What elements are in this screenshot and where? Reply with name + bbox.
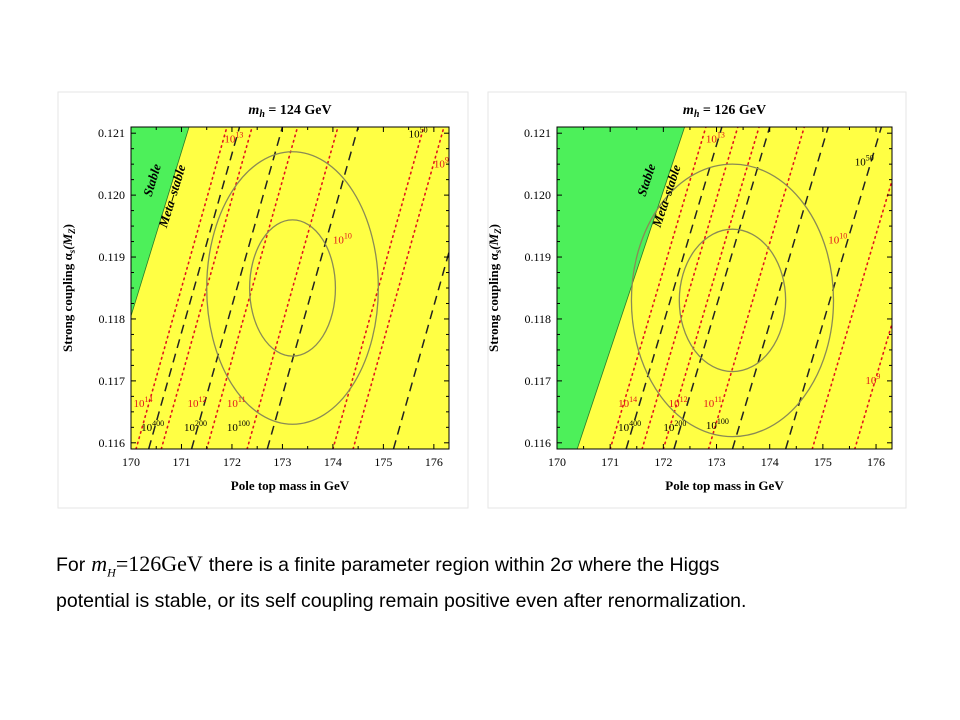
stable-region <box>557 127 686 449</box>
x-tick-label-173: 173 <box>708 455 726 469</box>
contour-black-10200 <box>673 127 771 449</box>
y-tick-label-0.118: 0.118 <box>98 312 125 326</box>
curve-label-10-13: 1013 <box>224 130 243 145</box>
curve-label-10-10: 1010 <box>333 231 352 246</box>
curve-label-10-12: 1012 <box>669 395 688 410</box>
contour-black-10200 <box>190 127 284 449</box>
y-tick-label-0.119: 0.119 <box>524 250 551 264</box>
contour-black-10400 <box>625 127 723 449</box>
plot-area <box>557 127 892 449</box>
x-tick-label-170: 170 <box>548 455 566 469</box>
x-tick-label-174: 174 <box>761 455 779 469</box>
curve-label-10-11: 1011 <box>227 395 246 410</box>
curve-label-10-200: 10200 <box>663 419 686 434</box>
y-tick-label-0.116: 0.116 <box>524 436 551 450</box>
x-tick-label-171: 171 <box>601 455 619 469</box>
contour-black-10400 <box>147 127 241 449</box>
contour-red-1010 <box>811 177 892 449</box>
curve-label-10-9: 109 <box>434 155 449 170</box>
y-tick-label-0.119: 0.119 <box>98 250 125 264</box>
stable-region <box>131 127 190 317</box>
caption-line-1-rest: there is a finite parameter region withi… <box>208 554 720 576</box>
curve-label-10-100: 10100 <box>706 417 729 432</box>
contour-black-10100 <box>731 127 829 449</box>
x-tick-label-172: 172 <box>654 455 672 469</box>
y-tick-label-0.121: 0.121 <box>98 126 125 140</box>
curve-label-10-10: 1010 <box>828 231 847 246</box>
curve-label-10-50: 1050 <box>855 153 874 168</box>
contour-red-1012 <box>205 127 299 449</box>
math-value: =126GeV <box>115 551 203 576</box>
math-subscript: H <box>107 565 116 580</box>
math-symbol: m <box>91 551 108 576</box>
contour-black-10100 <box>266 127 359 449</box>
x-tick-label-176: 176 <box>425 455 443 469</box>
curve-label-10-100: 10100 <box>227 419 250 434</box>
curve-label-10-14: 1014 <box>134 395 153 410</box>
metastable-region <box>131 127 449 449</box>
contour-black-1050 <box>392 249 449 449</box>
y-axis-label: Strong coupling αs(MZ) <box>60 224 77 352</box>
chart-title: mh = 124 GeV <box>248 103 331 120</box>
y-tick-label-0.120: 0.120 <box>98 188 125 202</box>
caption-prefix: For <box>56 554 86 576</box>
y-tick-label-0.118: 0.118 <box>524 312 551 326</box>
plot-area <box>131 127 449 449</box>
contour-red-1014 <box>609 127 707 449</box>
sigma-1-ellipse <box>678 228 787 373</box>
contour-red-1014 <box>135 127 228 449</box>
y-tick-label-0.120: 0.120 <box>524 188 551 202</box>
contour-red-1012 <box>662 127 760 449</box>
contour-red-109 <box>352 127 445 449</box>
y-tick-label-0.121: 0.121 <box>524 126 551 140</box>
y-tick-label-0.117: 0.117 <box>98 374 125 388</box>
curve-label-10-13: 1013 <box>706 130 725 145</box>
curve-label-10-14: 1014 <box>618 395 637 410</box>
curve-label-10-50: 1050 <box>409 126 428 141</box>
sigma-2-ellipse <box>206 151 379 425</box>
curve-label-10-200: 10200 <box>184 419 207 434</box>
curve-label-10-12: 1012 <box>188 395 207 410</box>
x-tick-label-175: 175 <box>814 455 832 469</box>
curve-label-10-11: 1011 <box>703 395 722 410</box>
x-tick-label-173: 173 <box>273 455 291 469</box>
curve-label-10-400: 10400 <box>618 419 641 434</box>
higgs-mass-formula: mH=126GeV <box>91 549 203 587</box>
chart-title: mh = 126 GeV <box>683 103 766 120</box>
y-axis-label: Strong coupling αs(MZ) <box>486 224 503 352</box>
x-tick-label-171: 171 <box>172 455 190 469</box>
caption-line-2: potential is stable, or its self couplin… <box>56 590 747 613</box>
x-tick-label-175: 175 <box>374 455 392 469</box>
x-tick-label-170: 170 <box>122 455 140 469</box>
sigma-2-ellipse <box>630 163 835 438</box>
y-tick-label-0.117: 0.117 <box>524 374 551 388</box>
x-tick-label-176: 176 <box>867 455 885 469</box>
contour-red-109 <box>853 320 892 449</box>
curve-label-10-400: 10400 <box>141 419 164 434</box>
x-axis-label: Pole top mass in GeV <box>665 478 784 493</box>
caption-line-1: For mH=126GeV there is a finite parameter … <box>56 549 936 587</box>
contour-red-1011 <box>246 127 339 449</box>
caption: For mH=126GeV there is a finite parameter … <box>56 549 936 616</box>
contour-red-1011 <box>707 127 806 449</box>
curve-label-10-9: 109 <box>865 372 880 387</box>
x-tick-label-172: 172 <box>223 455 241 469</box>
contour-red-1013 <box>641 127 739 449</box>
sigma-1-ellipse <box>248 219 337 357</box>
y-tick-label-0.116: 0.116 <box>98 436 125 450</box>
x-axis-label: Pole top mass in GeV <box>231 478 350 493</box>
x-tick-label-174: 174 <box>324 455 342 469</box>
